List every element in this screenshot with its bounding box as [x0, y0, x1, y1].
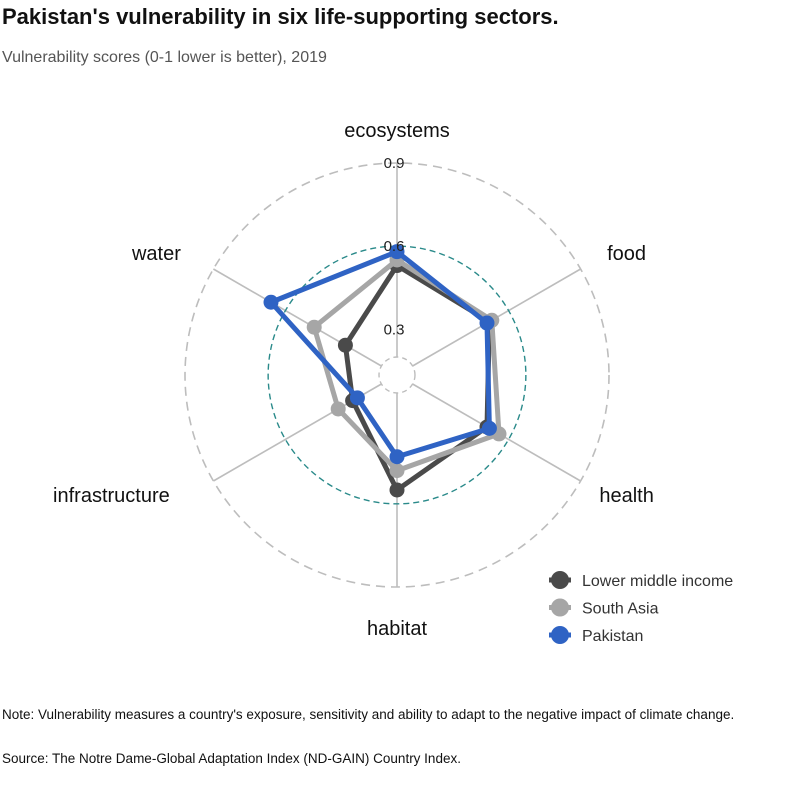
chart-title: Pakistan's vulnerability in six life-sup…: [2, 4, 559, 29]
tick-label: 0.6: [384, 238, 405, 255]
radar-labels: 0.3 0.6 0.9 ecosystems food health habitat infr…: [53, 120, 654, 640]
point-pakistan-ecosystems: [389, 244, 405, 260]
axis-label-ecosystems: ecosystems: [344, 120, 450, 142]
axis-label-health: health: [599, 485, 654, 507]
tick-label: 0.3: [384, 321, 405, 338]
chart-note: Note: Vulnerability measures a country's…: [2, 707, 735, 722]
point-pakistan-water: [263, 294, 279, 310]
point-lower-middle-income-water: [337, 337, 353, 353]
point-south-asia-infrastructure: [330, 401, 346, 417]
point-pakistan-habitat: [389, 449, 405, 465]
legend-marker-pakistan: [551, 626, 569, 644]
chart-source: Source: The Notre Dame-Global Adaptation…: [2, 751, 461, 766]
spoke-water: [213, 268, 382, 367]
radar-grid: [184, 162, 610, 588]
legend-label-pakistan: Pakistan: [582, 628, 643, 645]
legend-marker-lower-middle-income: [551, 571, 569, 589]
point-south-asia-habitat: [389, 463, 405, 479]
tick-label: 0.9: [384, 155, 405, 172]
reference-circle: [267, 245, 527, 505]
chart-subtitle: Vulnerability scores (0-1 lower is bette…: [2, 49, 327, 66]
axis-label-infrastructure: infrastructure: [53, 485, 170, 507]
point-lower-middle-income-habitat: [389, 482, 405, 498]
axis-label-water: water: [131, 243, 181, 265]
radar-chart: 0.3 0.6 0.9 ecosystems food health habitat infr…: [53, 120, 733, 645]
point-south-asia-water: [306, 319, 322, 335]
point-pakistan-health: [481, 420, 497, 436]
axis-label-habitat: habitat: [367, 618, 427, 640]
outer-circle: [184, 162, 610, 588]
point-pakistan-food: [479, 315, 495, 331]
inner-circle: [378, 356, 416, 394]
legend: Lower middle income South Asia Pakistan: [549, 571, 733, 645]
legend-label-south-asia: South Asia: [582, 601, 659, 618]
point-pakistan-infrastructure: [349, 390, 365, 406]
legend-label-lower-middle-income: Lower middle income: [582, 573, 733, 590]
series-line-pakistan: [268, 249, 492, 460]
radar-series: [263, 244, 507, 498]
series-line-lower-middle-income: [342, 263, 492, 493]
axis-label-food: food: [607, 243, 646, 265]
legend-marker-south-asia: [551, 598, 569, 617]
